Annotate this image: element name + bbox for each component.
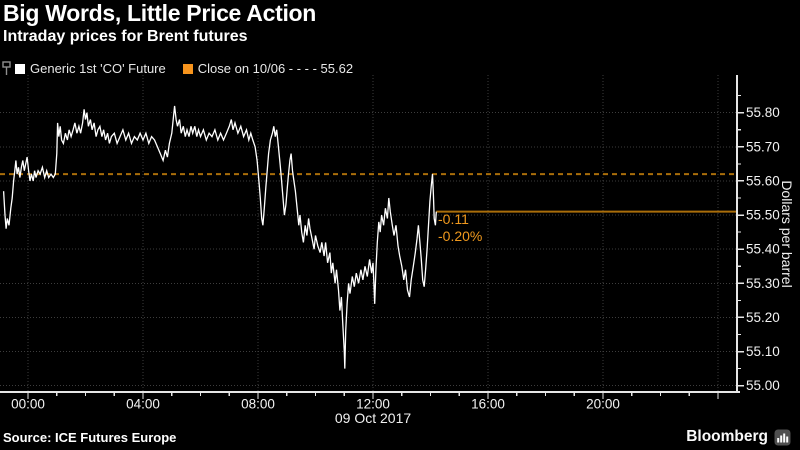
y-tick-label: 55.10 <box>746 344 780 359</box>
y-tick-label: 55.60 <box>746 173 780 188</box>
pct-change-annotation: -0.20% <box>438 228 483 244</box>
x-tick-label: 08:00 <box>241 397 275 412</box>
x-tick-label: 04:00 <box>126 397 160 412</box>
legend-swatch-close <box>182 63 193 74</box>
bloomberg-terminal-icon <box>774 429 791 445</box>
x-tick-label: 00:00 <box>11 397 45 412</box>
x-tick-label: 20:00 <box>586 397 620 412</box>
bloomberg-wordmark: Bloomberg <box>686 428 768 445</box>
legend-swatch-price <box>15 63 25 74</box>
legend-entry-price[interactable]: Generic 1st 'CO' Future <box>15 61 166 76</box>
chart-legend: Generic 1st 'CO' Future Close on 10/06 -… <box>2 61 370 76</box>
legend-label-close: Close on 10/06 - - - - 55.62 <box>197 61 354 76</box>
y-tick-label: 55.80 <box>746 105 780 120</box>
price-line <box>2 105 437 369</box>
bloomberg-logo: Bloomberg <box>686 428 791 446</box>
y-tick-label: 55.00 <box>746 378 780 393</box>
y-tick-label: 55.40 <box>746 242 780 257</box>
x-tick-label: 16:00 <box>471 397 505 412</box>
legend-label-price: Generic 1st 'CO' Future <box>30 61 166 76</box>
pin-icon[interactable] <box>2 61 12 76</box>
x-axis-date-label: 09 Oct 2017 <box>334 410 412 426</box>
y-axis-title: Dollars per barrel <box>779 180 795 288</box>
chart-subtitle: Intraday prices for Brent futures <box>3 28 248 45</box>
net-change-annotation: -0.11 <box>438 211 469 227</box>
y-tick-label: 55.20 <box>746 310 780 325</box>
y-tick-label: 55.30 <box>746 276 780 291</box>
y-tick-label: 55.70 <box>746 139 780 154</box>
page-title: Big Words, Little Price Action <box>3 0 317 26</box>
source-attribution: Source: ICE Futures Europe <box>3 430 177 445</box>
x-tick-label: 12:00 <box>356 397 390 412</box>
legend-entry-close[interactable]: Close on 10/06 - - - - 55.62 <box>182 61 354 76</box>
y-tick-label: 55.50 <box>746 208 780 223</box>
